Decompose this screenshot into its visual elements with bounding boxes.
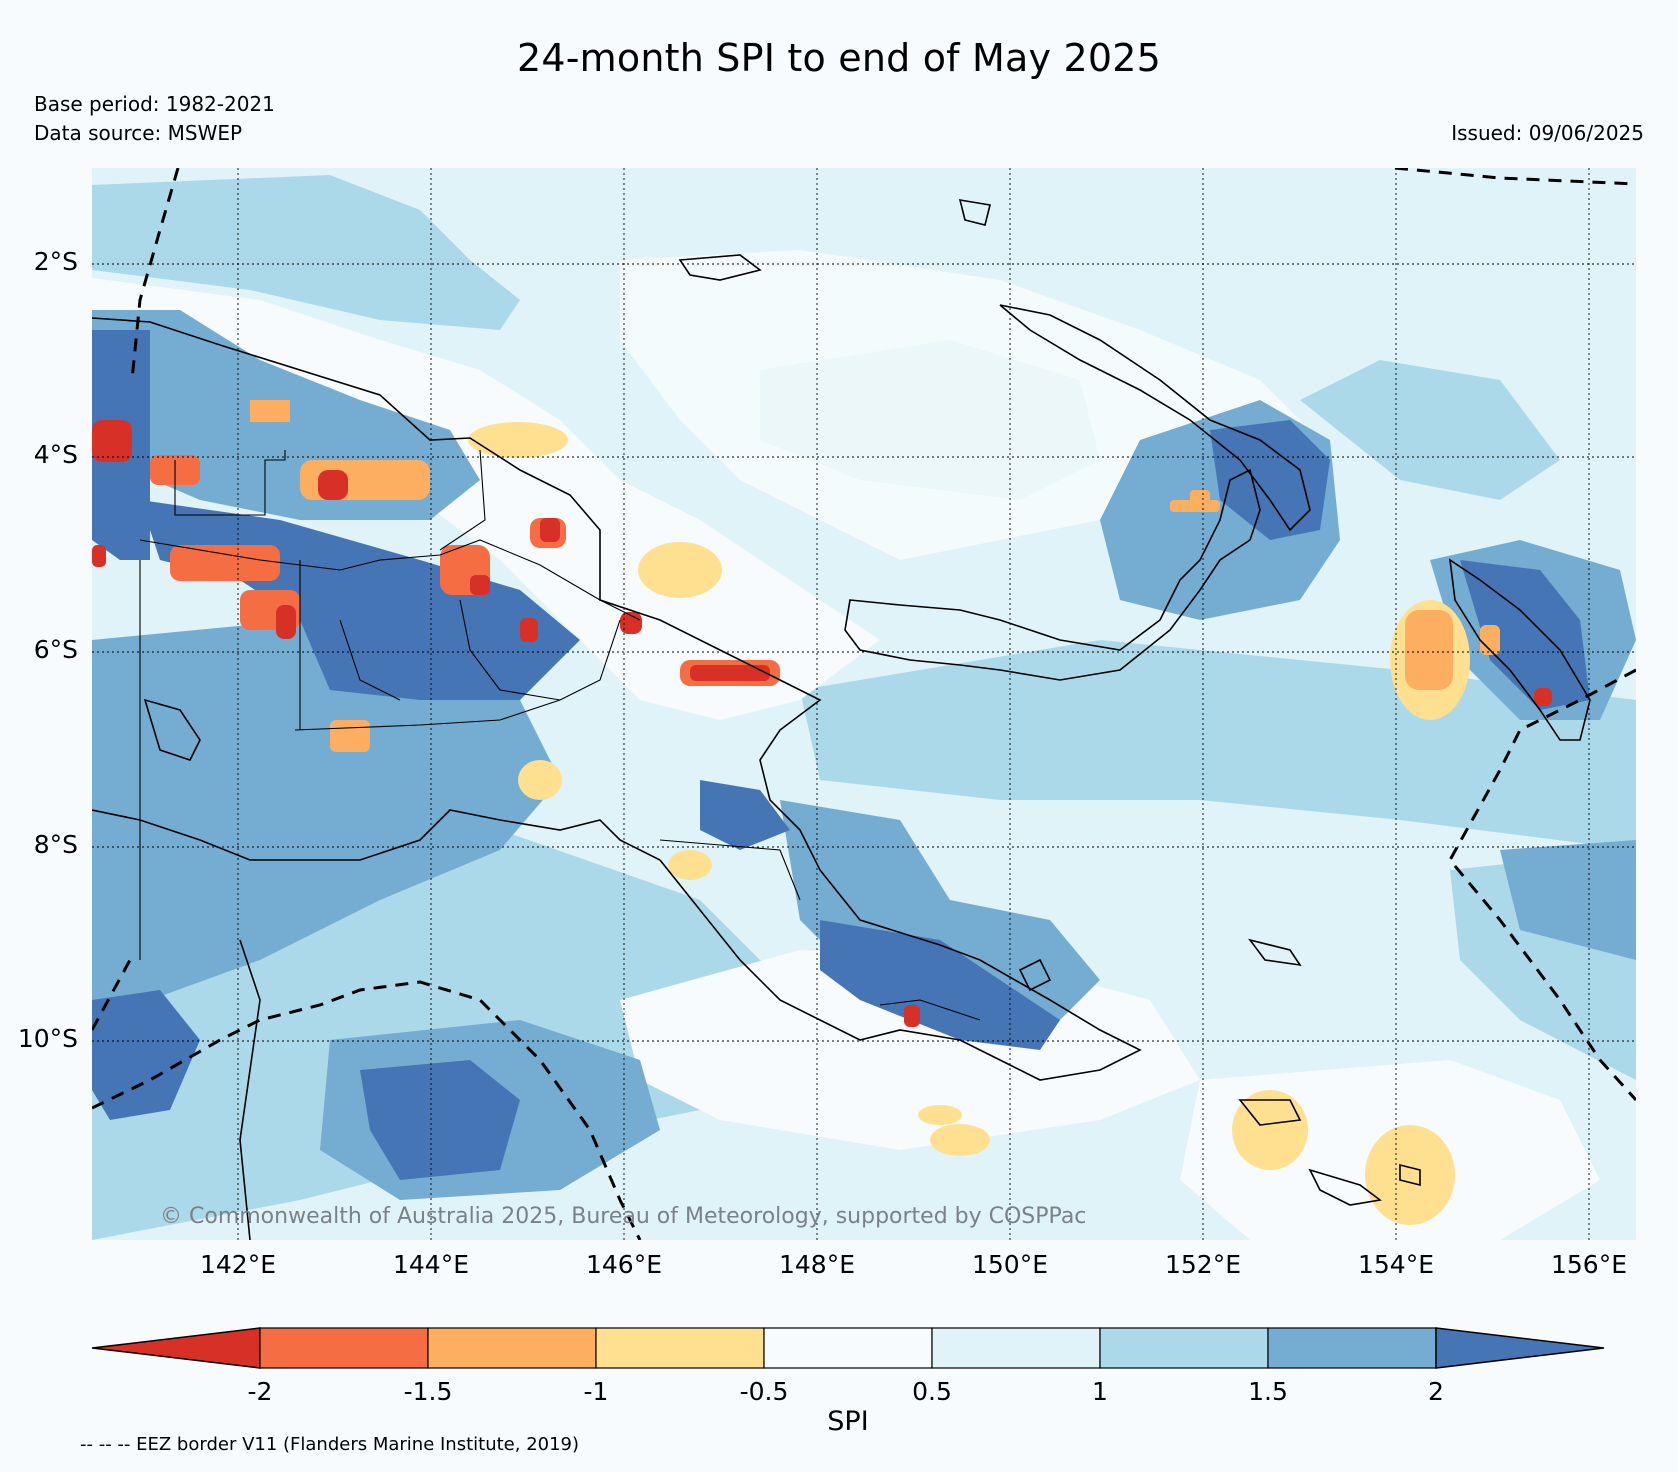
- issued-date: Issued: 09/06/2025: [1451, 121, 1644, 145]
- spi-zone-dry-moderate: [1170, 500, 1220, 512]
- island-coastline: [678, 254, 762, 281]
- eez-border: [92, 959, 132, 1031]
- spi-zone-dry-mild: [1232, 1090, 1308, 1170]
- island-coastline: [1018, 958, 1052, 992]
- lon-label-150E: 150°E: [971, 1250, 1048, 1279]
- colorbar-extend-high: [1435, 1327, 1605, 1369]
- spi-zone-dry-extreme: [470, 575, 490, 595]
- spi-zone-dry-extreme: [904, 1005, 920, 1027]
- spi-zone-wet-moderate: [1300, 360, 1560, 500]
- colorbar: -2 -1.5 -1 -0.5 0.5 1 1.5 2 SPI: [91, 1327, 1605, 1437]
- lon-label-152E: 152°E: [1164, 1250, 1241, 1279]
- spi-zone-wet-extreme: [360, 1060, 520, 1180]
- spi-zone-dry-mild: [918, 1105, 962, 1125]
- base-period: Base period: 1982-2021: [34, 92, 275, 116]
- spi-zone-wet-extreme: [92, 990, 200, 1120]
- eez-border: [130, 168, 180, 381]
- colorbar-tick: 1.5: [1248, 1377, 1288, 1406]
- colorbar-tick: -1.5: [404, 1377, 453, 1406]
- spi-zone-dry-extreme: [92, 420, 132, 462]
- colorbar-tick: 1: [1092, 1377, 1108, 1406]
- spi-zone-dry-extreme: [318, 470, 348, 500]
- spi-zone-dry-mild: [1365, 1125, 1455, 1225]
- lat-label-4S: 4°S: [33, 440, 78, 469]
- colorbar-segment: [1099, 1327, 1269, 1369]
- spi-field: © Commonwealth of Australia 2025, Bureau…: [92, 168, 1636, 1240]
- eez-border: [92, 980, 642, 1240]
- lon-label-148E: 148°E: [778, 1250, 855, 1279]
- data-source: Data source: MSWEP: [34, 121, 243, 145]
- spi-zone-dry-mild: [930, 1124, 990, 1156]
- island-coastline: [1238, 1099, 1302, 1126]
- lon-label-154E: 154°E: [1357, 1250, 1434, 1279]
- spi-zone-dry-moderate: [330, 720, 370, 752]
- colorbar-tick: 2: [1428, 1377, 1444, 1406]
- spi-zone-dry-mild: [638, 542, 722, 598]
- spi-zone-wet-moderate: [92, 175, 520, 330]
- spi-zone-dry-extreme: [1534, 688, 1552, 706]
- colorbar-segment: [763, 1327, 933, 1369]
- colorbar-tick: 0.5: [912, 1377, 952, 1406]
- lon-label-142E: 142°E: [199, 1250, 276, 1279]
- copyright-notice: © Commonwealth of Australia 2025, Bureau…: [160, 1204, 1086, 1229]
- bougainville-coastline: [1448, 558, 1591, 741]
- lon-label-146E: 146°E: [585, 1250, 662, 1279]
- colorbar-tick: -1: [584, 1377, 609, 1406]
- spi-zone-dry-moderate: [1405, 610, 1453, 690]
- lon-label-144E: 144°E: [392, 1250, 469, 1279]
- spi-zone-dry-mild: [518, 760, 562, 800]
- lat-label-2S: 2°S: [33, 247, 78, 276]
- new-ireland-coastline: [999, 304, 1311, 532]
- spi-zone-dry-extreme: [620, 612, 642, 634]
- colorbar-extend-low: [91, 1327, 261, 1369]
- island-coastline: [958, 199, 991, 226]
- spi-zone-wet-severe: [92, 620, 560, 1020]
- australia-coastline: [239, 939, 261, 1240]
- spi-zone-dry-moderate: [250, 400, 290, 422]
- lat-label-6S: 6°S: [33, 635, 78, 664]
- island-coastline: [1308, 1168, 1382, 1206]
- island-coastline: [1399, 1163, 1421, 1187]
- colorbar-tick: -2: [248, 1377, 273, 1406]
- lon-label-156E: 156°E: [1550, 1250, 1627, 1279]
- spi-zone-dry-extreme: [276, 605, 296, 639]
- eez-borders: [92, 168, 1636, 1240]
- spi-zone-wet-extreme: [1210, 420, 1330, 540]
- island-coastline: [1248, 938, 1302, 967]
- colorbar-segment: [595, 1327, 765, 1369]
- coastlines: [92, 199, 1591, 1240]
- spi-zone-dry-mild: [468, 422, 568, 458]
- colorbar-segment: [931, 1327, 1101, 1369]
- colorbar-tick: -0.5: [740, 1377, 789, 1406]
- eez-border-note: -- -- -- EEZ border V11 (Flanders Marine…: [80, 1434, 580, 1455]
- spi-zone-wet-extreme: [1460, 560, 1590, 710]
- colorbar-segment: [1267, 1327, 1437, 1369]
- spi-zone-wet-extreme: [820, 920, 1060, 1050]
- spi-zone-wet-extreme: [700, 780, 790, 850]
- spi-zone-dry-mild: [668, 850, 712, 880]
- spi-zone-dry-extreme: [540, 518, 560, 542]
- new-britain-coastline: [844, 468, 1261, 681]
- spi-zone-dry-extreme: [520, 618, 538, 642]
- province-boundaries: [139, 449, 981, 1021]
- graticule: [92, 168, 1636, 1240]
- colorbar-label: SPI: [827, 1406, 868, 1437]
- colorbar-segment: [427, 1327, 597, 1369]
- spi-zone-dry-moderate: [1480, 625, 1500, 655]
- island-coastline: [143, 698, 201, 761]
- spi-zone-dry-extreme: [690, 665, 770, 681]
- spi-zone-wet-severe: [1500, 840, 1636, 960]
- spi-zone-dry-extreme: [92, 545, 106, 567]
- spi-zone-dry-severe: [170, 545, 280, 581]
- colorbar-segment: [259, 1327, 429, 1369]
- map-title: 24-month SPI to end of May 2025: [517, 36, 1161, 80]
- lat-label-8S: 8°S: [33, 830, 78, 859]
- lat-label-10S: 10°S: [17, 1024, 78, 1053]
- new-guinea-coastline: [92, 317, 1142, 1081]
